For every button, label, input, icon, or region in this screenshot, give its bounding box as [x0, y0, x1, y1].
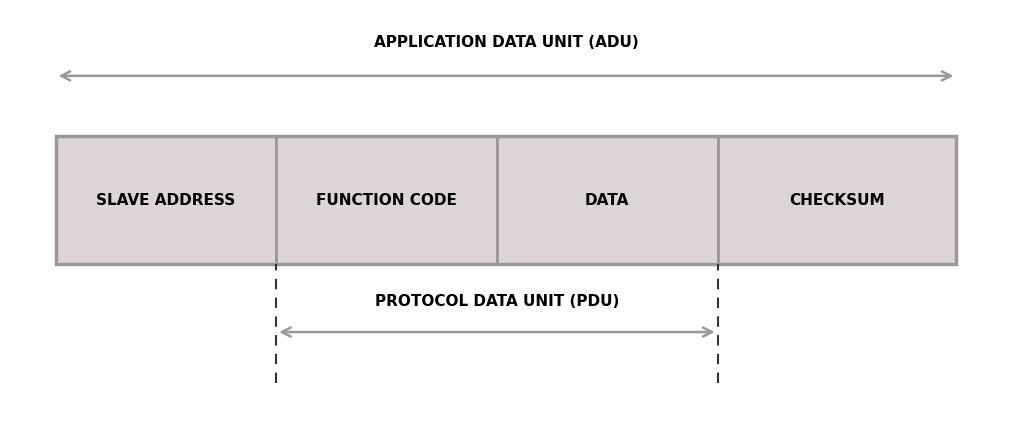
- Bar: [56, 136, 276, 264]
- Text: SLAVE ADDRESS: SLAVE ADDRESS: [96, 193, 236, 208]
- Bar: [276, 136, 496, 264]
- Text: PROTOCOL DATA UNIT (PDU): PROTOCOL DATA UNIT (PDU): [374, 293, 619, 308]
- Bar: [717, 136, 955, 264]
- Bar: [56, 136, 955, 264]
- Text: APPLICATION DATA UNIT (ADU): APPLICATION DATA UNIT (ADU): [373, 35, 638, 50]
- Bar: [496, 136, 717, 264]
- Text: DATA: DATA: [584, 193, 629, 208]
- Text: CHECKSUM: CHECKSUM: [789, 193, 884, 208]
- Text: FUNCTION CODE: FUNCTION CODE: [315, 193, 457, 208]
